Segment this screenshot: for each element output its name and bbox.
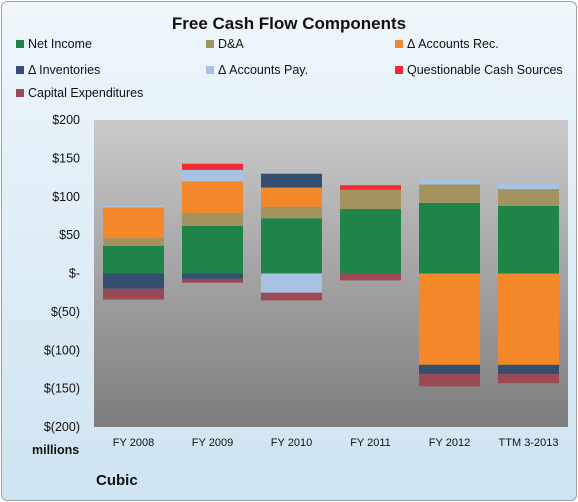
bar-segment bbox=[419, 273, 480, 365]
legend-swatch bbox=[206, 40, 214, 48]
legend-swatch bbox=[16, 40, 24, 48]
bar-segment bbox=[261, 292, 322, 301]
y-tick-label: $150 bbox=[52, 151, 80, 165]
legend-swatch bbox=[16, 89, 24, 97]
x-category-label: TTM 3-2013 bbox=[499, 437, 559, 449]
y-tick-label: $50 bbox=[59, 228, 80, 242]
bar-segment bbox=[182, 169, 243, 182]
y-tick-label: $(100) bbox=[44, 343, 80, 357]
x-category-label: FY 2009 bbox=[192, 437, 233, 449]
legend-item-accounts-pay: Δ Accounts Pay. bbox=[206, 63, 308, 77]
bar-segment bbox=[419, 374, 480, 387]
bar-segment bbox=[103, 205, 164, 208]
chart-title: Free Cash Flow Components bbox=[171, 14, 407, 33]
legend-item-accounts-rec: Δ Accounts Rec. bbox=[395, 37, 499, 51]
bar-segment bbox=[419, 364, 480, 375]
bar-segment bbox=[182, 163, 243, 170]
bar-segment bbox=[261, 218, 322, 274]
bar-segment bbox=[103, 238, 164, 246]
legend-item-inventories: Δ Inventories bbox=[16, 63, 100, 77]
bar-segment bbox=[498, 189, 559, 206]
bar-segment bbox=[498, 273, 559, 365]
bar-segment bbox=[498, 364, 559, 375]
bar-segment bbox=[498, 182, 559, 190]
bar-segment bbox=[103, 288, 164, 300]
bar-segment bbox=[182, 278, 243, 283]
y-tick-label: $200 bbox=[52, 113, 80, 127]
legend-item-da: D&A bbox=[206, 37, 244, 51]
bar-segment bbox=[103, 273, 164, 289]
bar-segment bbox=[419, 202, 480, 274]
bar-segment bbox=[103, 207, 164, 239]
legend-swatch bbox=[206, 66, 214, 74]
y-tick-label: $(50) bbox=[51, 305, 80, 319]
bar-segment bbox=[498, 374, 559, 384]
plot-area bbox=[94, 120, 568, 427]
bar-segment bbox=[261, 187, 322, 207]
legend-swatch bbox=[395, 40, 403, 48]
bar-segment bbox=[261, 273, 322, 293]
y-tick-label: $(200) bbox=[44, 420, 80, 434]
y-tick-label: $(150) bbox=[44, 382, 80, 396]
bar-segment bbox=[419, 184, 480, 203]
bar-segment bbox=[340, 185, 401, 190]
y-tick-label: $- bbox=[69, 267, 80, 281]
x-category-label: FY 2011 bbox=[350, 437, 391, 449]
bar-segment bbox=[340, 189, 401, 210]
x-category-label: FY 2008 bbox=[113, 437, 154, 449]
bar-segment bbox=[340, 273, 401, 281]
bar-segment bbox=[419, 179, 480, 185]
legend-item-capex: Capital Expenditures bbox=[16, 86, 143, 100]
legend-item-net-income: Net Income bbox=[16, 37, 92, 51]
company-name: Cubic bbox=[96, 472, 138, 489]
bar-segment bbox=[182, 225, 243, 274]
legend-swatch bbox=[395, 66, 403, 74]
chart-legend: Net Income D&A Δ Accounts Rec. Δ Invento… bbox=[0, 0, 578, 110]
legend-item-questionable: Questionable Cash Sources bbox=[395, 63, 563, 77]
legend-swatch bbox=[16, 66, 24, 74]
bar-segment bbox=[261, 206, 322, 219]
x-category-label: FY 2010 bbox=[271, 437, 312, 449]
bar-segment bbox=[261, 173, 322, 188]
y-tick-label: $100 bbox=[52, 190, 80, 204]
bar-segment bbox=[182, 181, 243, 213]
bar-segment bbox=[340, 209, 401, 274]
x-category-label: FY 2012 bbox=[429, 437, 470, 449]
bar-segment bbox=[103, 245, 164, 274]
units-label: millions bbox=[32, 443, 80, 457]
bar-segment bbox=[182, 273, 243, 279]
bar-segment bbox=[498, 205, 559, 274]
bar-segment bbox=[182, 212, 243, 226]
